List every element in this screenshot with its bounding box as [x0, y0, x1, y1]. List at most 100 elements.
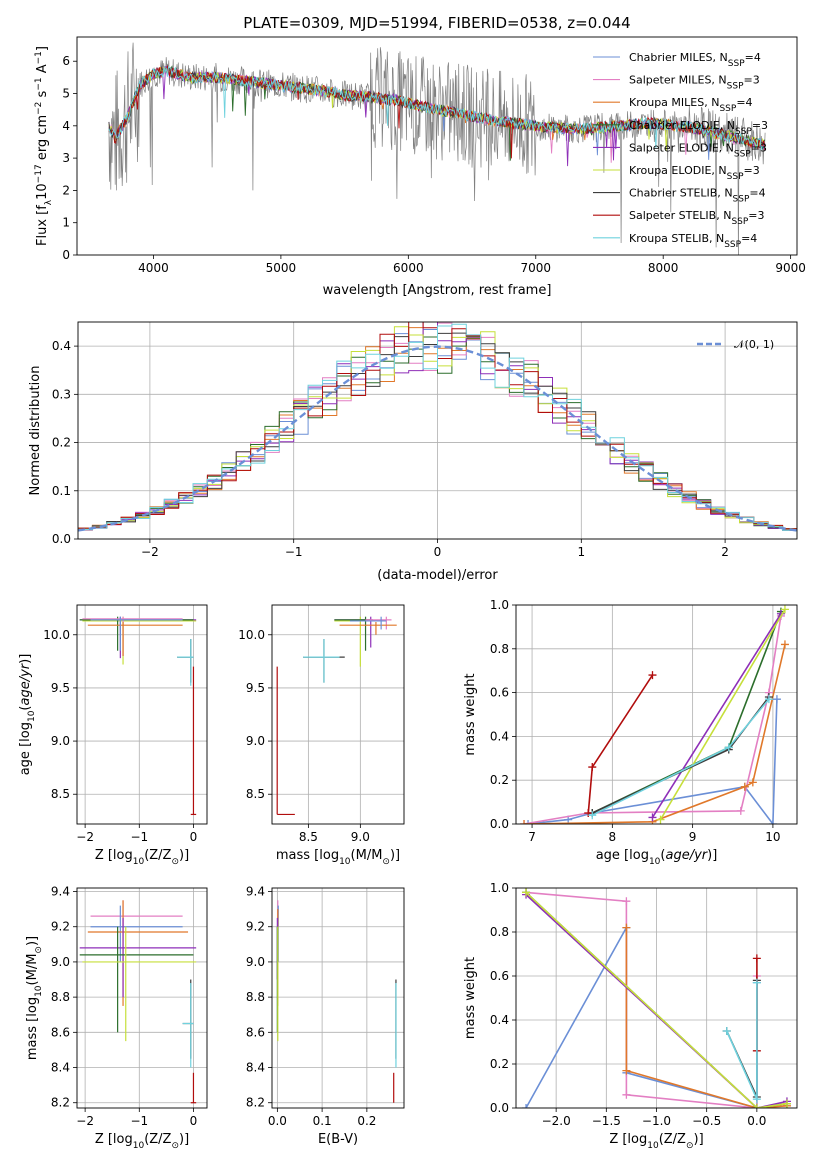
- series-marker: [584, 809, 593, 818]
- y-tick-label: 0.0: [490, 817, 509, 831]
- series-marker: [648, 813, 657, 822]
- series-marker: [780, 640, 789, 649]
- x-axis-label: mass [log10(M/M⊙)]: [276, 848, 400, 867]
- y-tick-label: 0.3: [52, 387, 71, 401]
- y-tick-label: 9.5: [51, 681, 70, 695]
- y-tick-label: 6: [62, 54, 70, 68]
- y-axis-label: mass weight: [463, 673, 478, 755]
- massweight_vs_age-panel: 7 8 9 10 0.0 0.2 0.4 0.6 0.8 1.0 age [log10(age/yr…: [463, 598, 798, 867]
- y-tick-label: 9.4: [51, 885, 70, 899]
- y-tick-label: 0: [62, 248, 70, 262]
- x-axis-label: (data-model)/error: [377, 568, 498, 583]
- x-tick-label: 1: [577, 545, 585, 559]
- series-marker: [588, 811, 597, 820]
- series-marker: [752, 1095, 761, 1104]
- y-tick-label: 9.0: [51, 955, 70, 969]
- series-line: [651, 613, 782, 818]
- x-tick-label: 9: [689, 830, 697, 844]
- axes-frame: [271, 887, 405, 1109]
- series-line: [659, 608, 786, 821]
- errorbar-area: [276, 900, 397, 1103]
- x-axis-label: Z [log10(Z/Z⊙)]: [95, 1132, 189, 1151]
- y-tick-label: 9.2: [51, 920, 70, 934]
- errorbar-area: [79, 616, 197, 816]
- x-tick-label: −1: [285, 545, 303, 559]
- legend-entry: Chabrier STELIB, NSSP=4: [629, 187, 766, 205]
- legend-entry: Salpeter ELODIE, NSSP=3: [629, 141, 767, 159]
- y-tick-label: 8.2: [246, 1096, 265, 1110]
- y-tick-label: 10.0: [238, 628, 265, 642]
- y-tick-label: 9.0: [246, 955, 265, 969]
- panels: 4000 5000 6000 7000 8000 90000123456wavelengt…: [18, 36, 806, 1151]
- y-tick-label: 1: [62, 216, 70, 230]
- y-axis-label: Flux [fλ10−17 erg cm−2 s−1 A−1]: [34, 46, 54, 246]
- massweight_vs_Z-panel: −2.0 −1.5 −1.0 −0.5 0.0 0.0 0.2 0.4 0.6 0.8 1.0 Z […: [463, 881, 798, 1151]
- y-tick-label: 3: [62, 151, 70, 165]
- axes-frame: [76, 887, 208, 1109]
- legend-entry: Kroupa ELODIE, NSSP=3: [629, 164, 760, 182]
- x-tick-label: −0.5: [692, 1114, 721, 1128]
- histogram-series: [78, 326, 797, 533]
- x-tick-label: −2: [141, 545, 159, 559]
- x-tick-label: −2.0: [542, 1114, 571, 1128]
- y-tick-label: 8.6: [51, 1025, 70, 1039]
- legend-entry: Kroupa MILES, NSSP=4: [629, 96, 753, 114]
- age_vs_mass-panel: 8.5 9.0 8.5 9.0 9.5 10.0 mass [log10(M/M⊙)]: [238, 604, 405, 867]
- x-tick-label: 7000: [520, 261, 551, 275]
- y-tick-label: 8.4: [51, 1061, 70, 1075]
- x-tick-label: 7: [528, 830, 536, 844]
- x-tick-label: 0.0: [747, 1114, 766, 1128]
- x-tick-label: 8000: [648, 261, 679, 275]
- series-line: [523, 615, 782, 824]
- legend-entry: Chabrier MILES, NSSP=4: [629, 51, 761, 69]
- x-tick-label: 2: [721, 545, 729, 559]
- y-tick-label: 5: [62, 87, 70, 101]
- y-tick-label: 0.6: [490, 969, 509, 983]
- series-marker: [522, 888, 531, 897]
- x-tick-label: 0: [434, 545, 442, 559]
- x-tick-label: 8: [609, 830, 617, 844]
- series-marker: [722, 1027, 731, 1035]
- series-marker: [622, 897, 631, 906]
- y-axis-label: Normed distribution: [28, 366, 43, 496]
- series-marker: [736, 806, 745, 815]
- y-tick-label: 8.8: [51, 990, 70, 1004]
- x-tick-label: 0.1: [313, 1114, 332, 1128]
- series-marker: [748, 778, 757, 787]
- x-tick-label: 0.2: [357, 1114, 376, 1128]
- series-marker: [648, 671, 657, 680]
- histogram-series: [78, 322, 797, 532]
- histogram-series: [78, 329, 797, 532]
- y-tick-label: 9.2: [246, 920, 265, 934]
- series-marker: [764, 695, 773, 704]
- axes-frame: [271, 604, 405, 825]
- series-marker: [588, 763, 597, 772]
- residuals-panel: −2 −1 0 1 2 0.0 0.1 0.2 0.3 0.4 (data-model)/error…: [28, 321, 798, 583]
- errorbar-area: [276, 616, 397, 816]
- x-tick-label: −1.0: [642, 1114, 671, 1128]
- x-axis-label: E(B-V): [318, 1132, 358, 1147]
- y-tick-label: 9.0: [51, 734, 70, 748]
- errorbar-area: [79, 900, 197, 1104]
- y-tick-label: 9.5: [246, 681, 265, 695]
- series-line: [523, 644, 786, 824]
- x-tick-label: 5000: [266, 261, 297, 275]
- y-tick-label: 8.5: [246, 787, 265, 801]
- x-tick-label: 0: [190, 830, 198, 844]
- series-marker: [622, 1090, 631, 1099]
- line-area: [522, 888, 791, 1108]
- model-spectrum: [108, 66, 766, 151]
- histogram-series: [78, 322, 797, 532]
- series-marker: [780, 605, 789, 614]
- y-tick-label: 8.5: [51, 787, 70, 801]
- y-tick-label: 1.0: [490, 598, 509, 612]
- x-axis-label: wavelength [Angstrom, rest frame]: [323, 283, 552, 298]
- y-axis-label: age [log10(age/yr)]: [18, 654, 37, 776]
- x-tick-label: 10: [765, 830, 780, 844]
- series-marker: [752, 1104, 761, 1108]
- series-marker: [656, 815, 665, 824]
- spectrum-panel: 4000 5000 6000 7000 8000 9000 0 1 2 3 4 5 6 wavelengt…: [34, 36, 806, 298]
- y-tick-label: 2: [62, 183, 70, 197]
- legend-entry: Salpeter MILES, NSSP=3: [629, 74, 760, 92]
- normal-curve: [78, 345, 797, 532]
